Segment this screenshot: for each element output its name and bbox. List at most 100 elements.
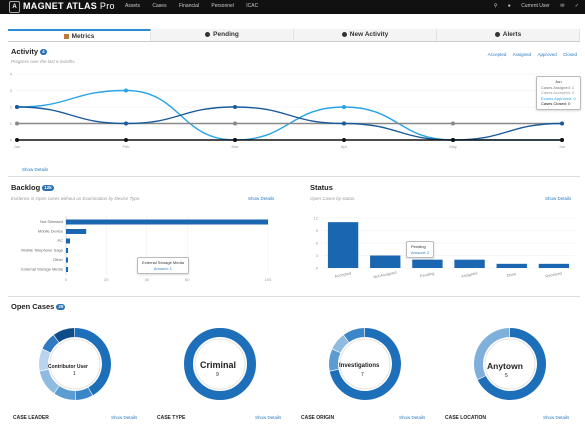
activity-title: Activity 4 [11,47,47,56]
case-leader-show-details[interactable]: Show Details [111,415,138,420]
x-tick-label: 40 [145,277,150,282]
donut-segment [329,349,341,371]
status-bar-chart: 0 3 6 9 12 Accepted Not Assigned Pending Assigne… [314,216,575,280]
case-type-show-details[interactable]: Show Details [255,415,282,420]
mail-icon[interactable]: ✉ [560,3,565,9]
filter-closed[interactable]: Closed [562,52,577,57]
case-location-caption: CASE LOCATION [445,415,487,421]
series-point [233,121,237,126]
category-label: PC [57,238,63,243]
activity-badge: 4 [40,49,47,55]
category-label: Mobile Telephone Sage [21,248,64,253]
bar [66,238,71,244]
bar [412,259,443,268]
tooltip-month: Jun [555,79,562,84]
donut-origin-label: Investigations [339,363,380,369]
x-tick-label: 0 [65,277,68,282]
brand-title[interactable]: MAGNET ATLAS Pro [23,1,115,11]
bar [454,259,485,268]
y-tick-label: 6 [316,241,319,246]
activity-show-details[interactable]: Show Details [22,167,49,172]
donut-segment [39,369,60,394]
status-tooltip-value: Amount: 2 [411,249,430,255]
status-title: Status [310,183,333,192]
tab-new-activity-label: New Activity [349,31,389,38]
current-user-label: Current User [521,3,550,9]
y-tick-label: 3 [10,88,13,93]
tab-new-activity[interactable]: New Activity [294,29,437,41]
donut-segment [474,328,510,380]
y-tick-label: 0 [10,138,13,143]
x-tick-label: Feb [123,144,131,149]
brand-edition: Pro [97,1,115,11]
nav-icac[interactable]: ICAC [246,3,259,9]
case-location-show-details[interactable]: Show Details [543,415,570,420]
filter-assigned[interactable]: Assigned [512,52,532,57]
donut-type-label: Criminal [200,360,237,370]
bar-chart-icon [63,33,69,39]
case-type-caption: CASE TYPE [157,415,186,421]
category-label: Not Assigned [373,270,397,280]
donut-center [194,338,246,390]
donut-center [484,338,536,390]
series-point [124,88,128,93]
bar [496,263,527,268]
nav-assets[interactable]: Assets [125,3,141,9]
donut-leader-value: 1 [73,371,76,377]
x-tick-label: May [449,144,457,149]
donut-segment [38,349,51,371]
x-tick-label: 60 [185,277,190,282]
bar [538,263,570,268]
series-point [15,121,19,126]
category-label: Received [545,270,562,278]
nav-personnel[interactable]: Personnel [211,3,234,9]
donut-segment [343,328,365,343]
x-tick-label: Mar [232,144,240,149]
atlas-logo-icon[interactable]: A [9,1,20,13]
tab-pending-label: Pending [213,31,239,38]
case-leader-caption: CASE LEADER [13,415,49,421]
user-icon[interactable]: ● Current User [507,3,550,9]
search-icon[interactable]: ⚲ [493,3,498,9]
bar [66,219,268,225]
x-tick-label: 100 [265,277,272,282]
donut-center [339,338,391,390]
backlog-tooltip-head: External Storage Media [142,260,184,265]
open-cases-donuts [38,328,546,400]
filter-approved[interactable]: Approved [537,52,557,57]
donut-location-label: Anytown [487,361,523,371]
check-icon[interactable]: ✓ [574,3,579,9]
series-point [233,138,237,142]
bar [370,255,401,268]
status-tooltip: Pending Amount: 2 [406,241,435,259]
nav-financial[interactable]: Financial [178,3,199,9]
series-point [560,121,564,126]
tooltip-line-approved: Exams Approved: 0 [541,95,576,101]
tab-alerts[interactable]: Alerts [437,29,580,41]
y-tick-label: 9 [316,228,319,233]
backlog-show-details[interactable]: Show Details [248,196,275,201]
x-tick-label: Apr [341,144,348,149]
nav-cases[interactable]: Cases [152,3,167,9]
case-origin-show-details[interactable]: Show Details [399,415,426,420]
y-tick-label: 4 [10,72,13,77]
category-label: Assigned [461,270,478,278]
backlog-tooltip-value: Amount: 1 [153,265,173,271]
clock-icon [205,31,211,37]
series-point [451,138,455,142]
donut-segment [54,386,75,400]
activity-filters: Accepted Assigned Approved Closed [483,52,577,57]
backlog-title: Backlog 12k [11,183,54,192]
tab-alerts-label: Alerts [502,31,522,38]
status-show-details[interactable]: Show Details [545,196,572,201]
series-point [342,105,346,109]
tab-pending[interactable]: Pending [151,29,294,41]
tooltip-line-accepted: Cases Accepted: 0 [541,90,575,96]
donut-location-value: 5 [505,373,508,379]
donut-segment [75,328,112,396]
donut-type-value: 9 [216,372,219,378]
tab-metrics[interactable]: Metrics [8,29,151,41]
y-tick-label: 2 [10,105,13,110]
bar [66,257,69,263]
filter-accepted[interactable]: Accepted [487,52,507,57]
